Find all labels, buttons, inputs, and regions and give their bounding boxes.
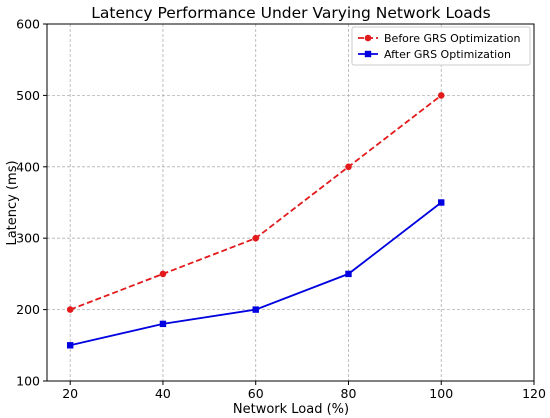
data-point [159, 270, 167, 278]
data-point [437, 92, 445, 99]
legend-box [351, 26, 531, 66]
legend-label: After GRS Optimization [384, 48, 511, 61]
y-axis-title: Latency (ms) [5, 160, 20, 245]
legend-marker [364, 34, 372, 42]
legend-entries: Before GRS Optimization After GRS Optimiz… [358, 32, 521, 61]
x-tick-label: 60 [248, 386, 264, 401]
y-axis-ticks: 100 200 300 400 500 600 [16, 17, 47, 389]
data-point [159, 320, 167, 328]
data-point [345, 270, 352, 278]
chart-title: Latency Performance Under Varying Networ… [91, 4, 490, 22]
legend: Before GRS Optimization After GRS Optimiz… [351, 26, 531, 66]
data-point [438, 199, 445, 206]
y-tick-label: 300 [16, 231, 40, 246]
x-tick-label: 120 [522, 386, 546, 401]
data-point [66, 306, 74, 313]
data-point [66, 342, 74, 349]
x-tick-label: 40 [155, 386, 171, 401]
data-point [252, 234, 260, 242]
x-axis-ticks: 20 40 60 80 100 120 [62, 381, 546, 401]
y-tick-label: 500 [16, 88, 40, 103]
y-tick-label: 600 [16, 17, 40, 32]
x-tick-label: 100 [429, 386, 453, 401]
x-axis-title: Network Load (%) [233, 402, 349, 417]
x-tick-label: 20 [62, 386, 78, 401]
legend-label: Before GRS Optimization [384, 32, 521, 45]
legend-marker [364, 50, 372, 58]
data-point [345, 163, 352, 171]
data-point [252, 306, 259, 313]
plot-frame [46, 23, 535, 382]
y-tick-label: 100 [16, 374, 40, 389]
plot-series [66, 92, 445, 349]
x-tick-label: 80 [341, 386, 357, 401]
y-tick-label: 200 [16, 302, 40, 317]
y-tick-label: 400 [16, 159, 40, 174]
